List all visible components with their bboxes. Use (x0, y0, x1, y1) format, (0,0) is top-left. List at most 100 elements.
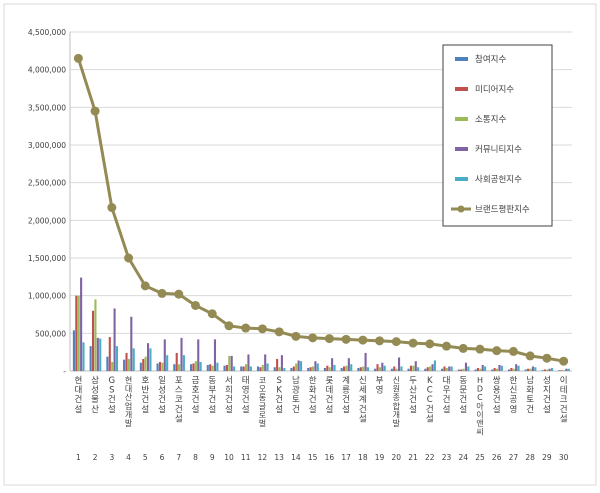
bar-참여지수 (307, 367, 310, 371)
bar-커뮤니티지수 (213, 339, 217, 371)
bar-미디어지수 (125, 352, 128, 371)
line-point (458, 343, 468, 353)
bar-미디어지수 (527, 368, 530, 371)
x-rank-label: 10 (224, 453, 234, 462)
bar-소통지수 (111, 361, 114, 371)
line-point (274, 327, 284, 337)
x-rank-label: 29 (542, 453, 552, 462)
bar-사회공헌지수 (450, 366, 453, 371)
line-point (257, 324, 267, 334)
bar-커뮤니티지수 (247, 354, 250, 371)
bar-사회공헌지수 (182, 355, 185, 371)
bar-커뮤니티지수 (414, 361, 417, 371)
bar-소통지수 (161, 362, 164, 371)
bar-소통지수 (462, 368, 465, 371)
bar-미디어지수 (343, 366, 346, 371)
x-rank-label: 14 (291, 453, 301, 462)
bar-사회공헌지수 (350, 364, 353, 371)
x-rank-label: 24 (458, 453, 468, 462)
bar-커뮤니티지수 (381, 362, 384, 371)
bar-참여지수 (190, 364, 193, 371)
x-rank-label: 6 (160, 453, 165, 462)
bar-사회공헌지수 (316, 363, 319, 371)
bar-소통지수 (479, 368, 482, 371)
bar-미디어지수 (543, 369, 546, 371)
x-rank-label: 27 (509, 453, 519, 462)
line-point (425, 339, 435, 349)
bar-미디어지수 (276, 358, 279, 371)
legend-label: 사회공헌지수 (475, 175, 522, 185)
bar-소통지수 (127, 358, 130, 371)
line-point (542, 353, 552, 363)
bar-커뮤니티지수 (398, 357, 401, 371)
bar-참여지수 (206, 364, 209, 371)
bar-소통지수 (378, 367, 381, 371)
bar-참여지수 (558, 370, 561, 371)
line-point (124, 253, 134, 263)
bar-커뮤니티지수 (180, 337, 183, 371)
bar-사회공헌지수 (551, 367, 554, 371)
bar-소통지수 (261, 364, 264, 371)
bar-사회공헌지수 (366, 367, 370, 371)
x-rank-label: 19 (375, 453, 385, 462)
bar-미디어지수 (75, 295, 78, 371)
bar-미디어지수 (309, 367, 312, 371)
bar-커뮤니티지수 (347, 358, 350, 371)
line-point (475, 344, 485, 354)
bar-사회공헌지수 (500, 365, 503, 371)
bar-사회공헌지수 (300, 361, 303, 371)
line-point (341, 334, 351, 344)
x-rank-label: 17 (341, 453, 351, 462)
bar-사회공헌지수 (333, 364, 336, 371)
bar-사회공헌지수 (400, 366, 403, 371)
x-rank-label: 7 (176, 453, 181, 462)
bar-미디어지수 (426, 367, 429, 371)
bar-소통지수 (362, 366, 365, 371)
bar-커뮤니티지수 (130, 316, 133, 371)
bar-사회공헌지수 (233, 366, 236, 371)
bar-참여지수 (323, 367, 326, 371)
line-point (358, 335, 368, 345)
bar-미디어지수 (443, 366, 446, 371)
legend-swatch (455, 177, 468, 181)
x-rank-label: 22 (425, 453, 435, 462)
y-tick-label: 3,500,000 (28, 103, 66, 112)
bar-미디어지수 (142, 358, 145, 371)
line-point (140, 281, 150, 291)
bar-커뮤니티지수 (364, 352, 367, 371)
bar-커뮤니티지수 (147, 343, 150, 371)
bar-참여지수 (240, 366, 243, 371)
x-rank-label: 25 (475, 453, 485, 462)
line-point (191, 300, 200, 310)
x-rank-label: 4 (126, 453, 131, 462)
x-rank-label: 15 (308, 453, 318, 462)
bar-소통지수 (77, 295, 80, 371)
bar-사회공헌지수 (82, 342, 85, 371)
bar-소통지수 (245, 364, 248, 371)
bar-미디어지수 (510, 367, 513, 371)
bar-커뮤니티지수 (280, 355, 283, 371)
bar-커뮤니티지수 (515, 364, 518, 371)
bar-미디어지수 (209, 364, 212, 371)
bar-소통지수 (94, 299, 97, 371)
bar-참여지수 (290, 367, 293, 371)
bar-커뮤니티지수 (314, 361, 317, 371)
bar-사회공헌지수 (467, 366, 470, 371)
bar-커뮤니티지수 (297, 360, 300, 371)
bar-미디어지수 (326, 365, 329, 371)
line-point (73, 53, 83, 63)
bar-사회공헌지수 (534, 367, 537, 371)
line-point (107, 203, 117, 213)
